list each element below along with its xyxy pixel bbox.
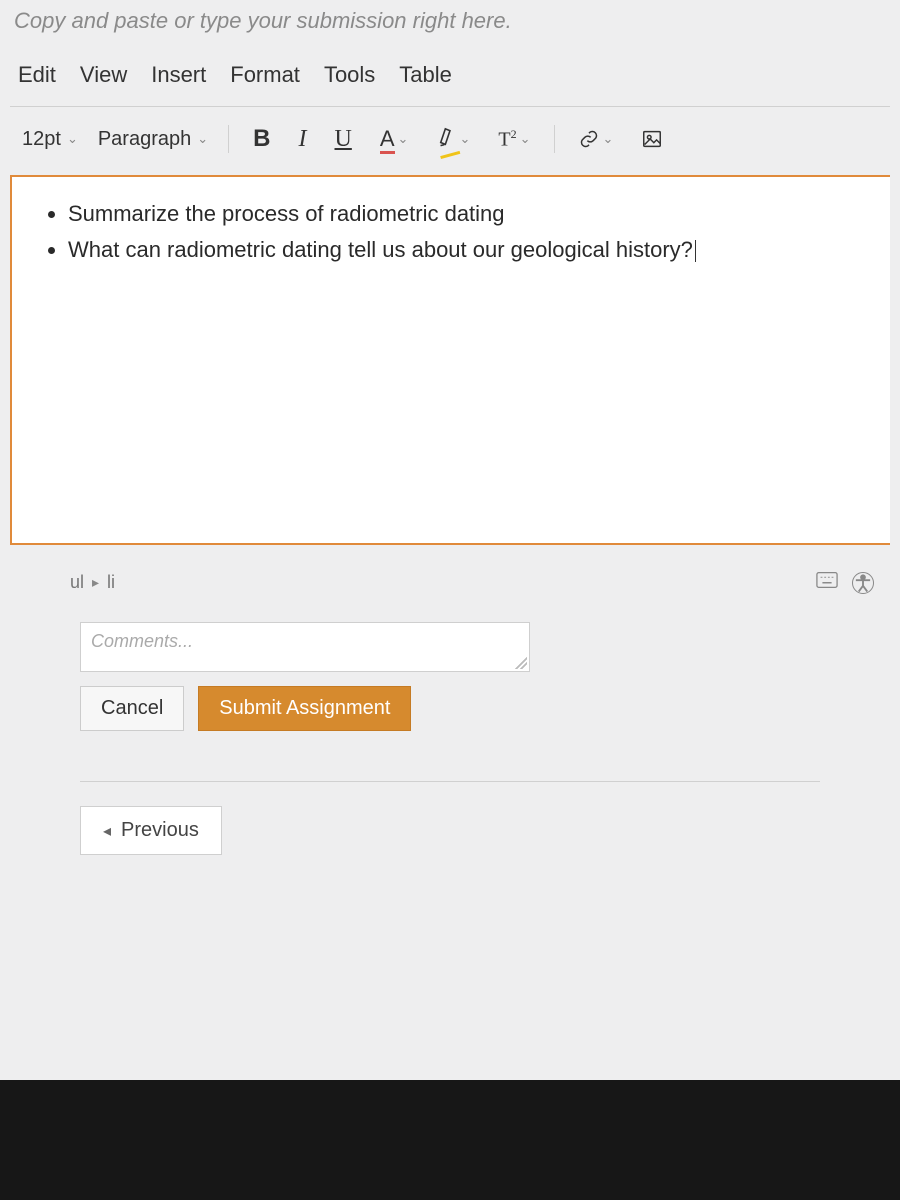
menu-table[interactable]: Table [399, 62, 452, 88]
action-buttons: Cancel Submit Assignment [80, 686, 900, 731]
bottom-dark-region [0, 1080, 900, 1200]
toolbar-divider [554, 125, 555, 153]
link-icon [579, 129, 599, 149]
submission-placeholder-text: Copy and paste or type your submission r… [0, 0, 900, 52]
previous-label: Previous [121, 819, 199, 842]
insert-link-button[interactable]: ⌄ [569, 125, 623, 153]
path-parent[interactable]: ul [70, 572, 84, 593]
highlight-color-button[interactable]: ⌄ [426, 121, 480, 157]
divider [80, 781, 820, 782]
list-item: What can radiometric dating tell us abou… [68, 233, 878, 267]
comments-input[interactable]: Comments... [80, 622, 530, 672]
path-child[interactable]: li [107, 572, 115, 593]
chevron-down-icon: ⌄ [459, 131, 470, 147]
menu-format[interactable]: Format [230, 62, 300, 88]
submit-assignment-button[interactable]: Submit Assignment [198, 686, 411, 731]
image-icon [641, 128, 663, 150]
bullet-list: Summarize the process of radiometric dat… [46, 197, 878, 267]
resize-handle-icon[interactable] [515, 657, 527, 669]
menu-view[interactable]: View [80, 62, 127, 88]
chevron-right-icon: ▸ [92, 574, 99, 591]
text-color-icon: A [380, 126, 395, 152]
underline-button[interactable]: U [325, 122, 362, 157]
superscript-button[interactable]: T2 ⌄ [488, 123, 540, 156]
comments-placeholder: Comments... [91, 631, 193, 651]
text-color-button[interactable]: A ⌄ [370, 122, 419, 156]
chevron-down-icon: ⌄ [520, 131, 531, 147]
previous-button[interactable]: ◂ Previous [80, 806, 222, 855]
chevron-down-icon: ⌄ [398, 131, 409, 147]
insert-image-button[interactable] [631, 124, 673, 154]
block-format-select[interactable]: Paragraph ⌄ [92, 124, 214, 155]
cancel-button[interactable]: Cancel [80, 686, 184, 731]
text-cursor [695, 240, 696, 262]
chevron-down-icon: ⌄ [67, 131, 78, 147]
menu-insert[interactable]: Insert [151, 62, 206, 88]
bold-button[interactable]: B [243, 121, 280, 157]
keyboard-icon[interactable] [816, 569, 838, 596]
block-format-value: Paragraph [98, 128, 191, 151]
accessibility-icon[interactable] [852, 572, 874, 594]
editor-menubar: Edit View Insert Format Tools Table [0, 52, 900, 106]
superscript-icon: T2 [498, 127, 516, 152]
chevron-down-icon: ⌄ [602, 131, 613, 147]
chevron-left-icon: ◂ [103, 821, 111, 841]
menu-edit[interactable]: Edit [18, 62, 56, 88]
rich-text-editor[interactable]: Summarize the process of radiometric dat… [10, 175, 890, 545]
toolbar-divider [228, 125, 229, 153]
font-size-select[interactable]: 12pt ⌄ [16, 124, 84, 155]
editor-toolbar: 12pt ⌄ Paragraph ⌄ B I U A ⌄ ⌄ T2 ⌄ ⌄ [0, 107, 900, 171]
font-size-value: 12pt [22, 128, 61, 151]
italic-button[interactable]: I [289, 122, 317, 157]
list-item: Summarize the process of radiometric dat… [68, 197, 878, 231]
highlight-icon [433, 123, 460, 155]
chevron-down-icon: ⌄ [197, 131, 208, 147]
element-path-bar: ul ▸ li [0, 545, 900, 614]
menu-tools[interactable]: Tools [324, 62, 375, 88]
